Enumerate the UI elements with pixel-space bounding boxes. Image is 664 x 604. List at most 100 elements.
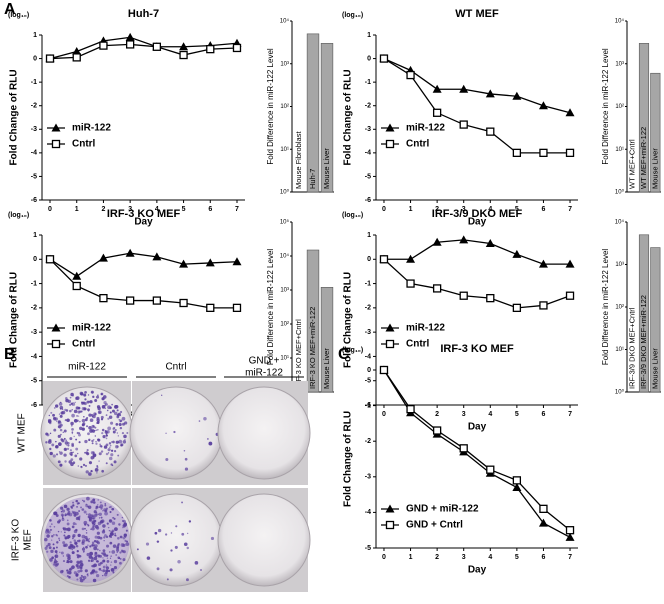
colony (78, 510, 81, 513)
data-point (379, 365, 389, 375)
colony (64, 408, 67, 412)
colony (100, 450, 104, 453)
colony (170, 532, 173, 534)
colony (81, 541, 85, 545)
series-line (49, 258, 237, 309)
colony (54, 555, 57, 558)
colony (90, 428, 95, 433)
y-axis-label: Fold Change of RLU (343, 411, 354, 507)
colony (177, 559, 181, 564)
colony (111, 409, 115, 413)
series-line (383, 369, 571, 538)
colony (60, 531, 62, 533)
y-tick-label: 10¹ (615, 347, 624, 353)
colony (110, 555, 112, 557)
colony (109, 510, 112, 514)
y-tick-label: -5 (31, 173, 37, 180)
colony (97, 394, 99, 396)
colony (72, 535, 75, 538)
colony (72, 451, 74, 453)
colony (56, 541, 59, 544)
colony (90, 456, 94, 460)
bar-category-label: Mouse Liver (322, 148, 331, 189)
y-tick-label: -3 (31, 126, 37, 133)
colony (67, 556, 71, 561)
x-axis-label: Day (468, 565, 487, 576)
bar (638, 43, 650, 193)
x-tick-label: 3 (462, 206, 466, 213)
colony (59, 463, 63, 467)
colony (75, 516, 80, 521)
colony (81, 423, 85, 427)
colony (98, 517, 101, 519)
y-tick-label: -2 (31, 305, 37, 312)
y-tick-label: 10¹ (280, 147, 289, 153)
colony (89, 545, 92, 548)
colony (115, 553, 118, 556)
data-point (565, 148, 575, 158)
data-point (486, 127, 495, 136)
data-point (232, 43, 242, 53)
plate (129, 386, 223, 480)
colony (53, 534, 55, 536)
colony (60, 423, 63, 427)
colony (69, 451, 73, 456)
colony (76, 560, 80, 564)
colony (100, 445, 103, 448)
colony (111, 530, 114, 534)
colony (66, 560, 70, 564)
colony (78, 432, 81, 434)
colony (79, 560, 83, 564)
y-axis-label: Fold Difference in miR-122 Level (266, 249, 275, 366)
colony (44, 546, 48, 550)
colony (117, 435, 119, 437)
colony (200, 569, 202, 571)
series-line (49, 252, 238, 278)
bar-category-label: Mouse Liver (322, 348, 331, 389)
colony (81, 527, 85, 531)
colony (79, 562, 84, 567)
colony (85, 470, 89, 474)
y-tick-label: 10³ (280, 61, 289, 67)
data-point (512, 148, 522, 158)
colony (76, 506, 78, 508)
colony (63, 437, 66, 440)
bar-category-label: IRF-3/9 DKO MEF+Cntrl (628, 307, 637, 389)
colony (90, 390, 94, 394)
colony (122, 526, 124, 529)
colony (95, 442, 98, 445)
x-tick-label: 7 (235, 206, 239, 213)
colony (115, 440, 119, 444)
colony (61, 518, 65, 521)
colony (93, 556, 98, 561)
colony (170, 549, 173, 552)
colony (88, 439, 91, 442)
colony (93, 563, 97, 568)
colony (98, 460, 100, 462)
y-tick-label: 1 (33, 32, 37, 39)
colony (85, 545, 88, 549)
colony (124, 539, 127, 542)
colony (68, 546, 71, 549)
y-tick-label: 10⁰ (615, 389, 625, 396)
colony (97, 521, 102, 526)
x-tick-label: 6 (541, 206, 545, 213)
x-tick-label: 6 (208, 206, 212, 213)
colony (109, 541, 113, 545)
colony (101, 469, 105, 473)
x-tick-label: 5 (515, 206, 519, 213)
colony (108, 415, 113, 419)
colony (76, 553, 79, 557)
colony (108, 456, 113, 461)
colony (87, 515, 91, 519)
colony (71, 413, 75, 418)
y-tick-label: 10⁴ (280, 18, 290, 25)
colony (114, 527, 118, 532)
y-tick-label: -5 (365, 545, 371, 552)
data-point (538, 518, 548, 527)
colony (74, 541, 78, 545)
colony (81, 547, 86, 551)
colony (88, 461, 93, 465)
colony (117, 544, 120, 547)
colony (156, 540, 160, 543)
